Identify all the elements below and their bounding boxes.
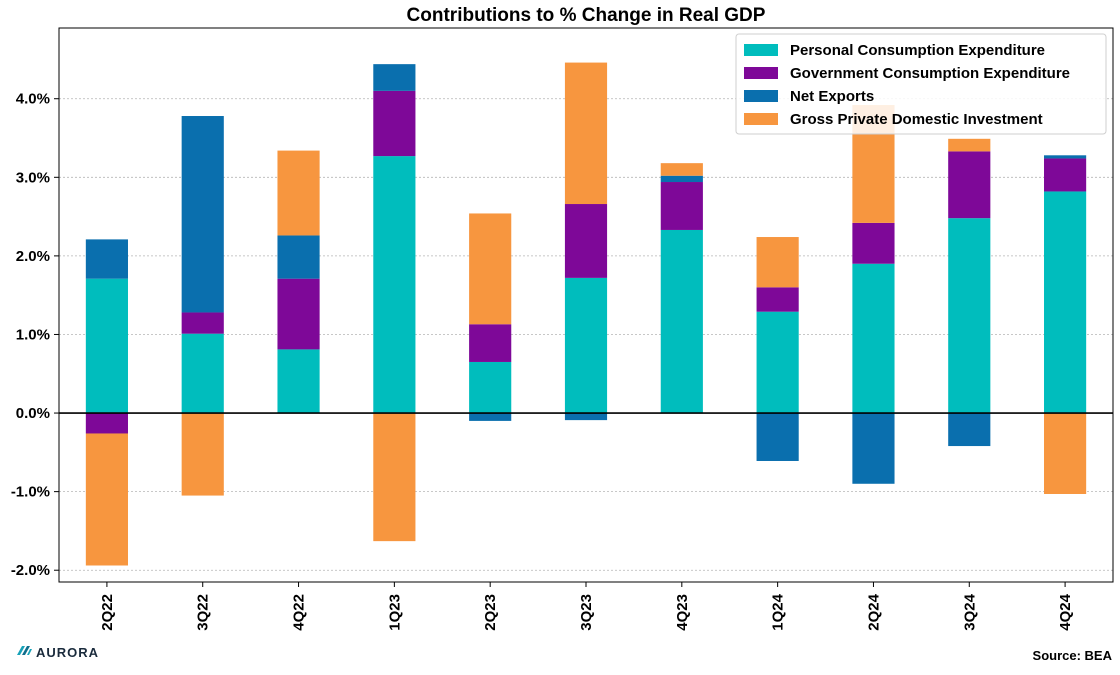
y-tick-label: 2.0%	[16, 248, 50, 265]
bar-personal-consumption-expenditure-4q22	[277, 349, 320, 414]
bar-gross-private-domestic-investment-2q22	[85, 433, 128, 566]
bar-net-exports-3q24	[948, 413, 991, 447]
bars	[85, 62, 1087, 566]
bar-gross-private-domestic-investment-2q23	[469, 213, 512, 325]
bar-net-exports-4q22	[277, 235, 320, 279]
bar-gross-private-domestic-investment-4q24	[1044, 413, 1087, 494]
x-tick-label: 3Q22	[195, 594, 212, 631]
legend-label-net-exports: Net Exports	[790, 88, 874, 105]
bar-personal-consumption-expenditure-1q23	[373, 156, 416, 414]
x-tick-label: 2Q23	[482, 594, 499, 631]
bar-gross-private-domestic-investment-4q23	[660, 163, 703, 176]
bar-gross-private-domestic-investment-3q23	[564, 62, 608, 205]
bar-gross-private-domestic-investment-4q22	[277, 150, 320, 236]
x-tick-label: 1Q23	[386, 594, 403, 631]
legend: Personal Consumption Expenditure Governme…	[735, 33, 1107, 135]
bar-personal-consumption-expenditure-3q22	[181, 333, 224, 414]
bar-personal-consumption-expenditure-3q23	[564, 277, 608, 414]
bar-government-consumption-expenditure-3q23	[564, 204, 608, 278]
bar-government-consumption-expenditure-2q23	[469, 324, 512, 362]
aurora-logo-text: AURORA	[36, 645, 99, 660]
x-tick-label: 4Q22	[291, 594, 308, 631]
bar-gross-private-domestic-investment-1q24	[756, 237, 799, 288]
x-tick-label: 2Q22	[99, 594, 116, 631]
y-tick-label: -1.0%	[11, 484, 50, 501]
bar-government-consumption-expenditure-1q24	[756, 287, 799, 312]
y-tick-label: 1.0%	[16, 326, 50, 343]
chart-title: Contributions to % Change in Real GDP	[407, 5, 766, 26]
x-tick-label: 3Q23	[578, 594, 595, 631]
legend-label-gross-private-domestic-investment: Gross Private Domestic Investment	[790, 111, 1043, 128]
bar-government-consumption-expenditure-4q22	[277, 278, 320, 350]
bar-government-consumption-expenditure-2q22	[85, 413, 128, 434]
bar-personal-consumption-expenditure-1q24	[756, 311, 799, 414]
y-tick-label: -2.0%	[11, 562, 50, 579]
bar-net-exports-3q22	[181, 116, 224, 313]
x-axis: 2Q22 3Q22 4Q22 1Q23 2Q23 3Q23 4Q23 1Q24 2Q24 3Q24…	[99, 582, 1074, 631]
bar-personal-consumption-expenditure-2q22	[85, 278, 128, 414]
bar-personal-consumption-expenditure-4q23	[660, 229, 703, 414]
bar-government-consumption-expenditure-4q23	[660, 182, 703, 230]
bar-government-consumption-expenditure-3q24	[948, 151, 991, 219]
bar-net-exports-4q24	[1044, 155, 1087, 159]
y-tick-label: 3.0%	[16, 169, 50, 186]
legend-label-government-consumption-expenditure: Government Consumption Expenditure	[790, 65, 1070, 82]
x-tick-label: 3Q24	[961, 593, 978, 630]
bar-net-exports-3q23	[564, 413, 608, 421]
bar-personal-consumption-expenditure-3q24	[948, 218, 991, 414]
aurora-logo-icon	[17, 646, 32, 655]
bar-government-consumption-expenditure-3q22	[181, 312, 224, 334]
bar-personal-consumption-expenditure-4q24	[1044, 191, 1087, 414]
legend-swatch-government-consumption-expenditure	[744, 67, 778, 79]
aurora-logo: AURORA	[17, 645, 99, 660]
legend-swatch-gross-private-domestic-investment	[744, 113, 778, 125]
bar-net-exports-4q23	[660, 175, 703, 183]
bar-gross-private-domestic-investment-3q22	[181, 413, 224, 496]
bar-gross-private-domestic-investment-1q23	[373, 413, 416, 542]
y-axis: -2.0% -1.0% 0.0% 1.0% 2.0% 3.0% 4.0%	[11, 91, 59, 579]
x-tick-label: 4Q24	[1057, 593, 1074, 630]
legend-label-personal-consumption-expenditure: Personal Consumption Expenditure	[790, 42, 1045, 59]
legend-box	[735, 33, 1107, 135]
bar-gross-private-domestic-investment-3q24	[948, 138, 991, 152]
bar-net-exports-2q23	[469, 413, 512, 421]
bar-government-consumption-expenditure-2q24	[852, 222, 895, 264]
bar-personal-consumption-expenditure-2q24	[852, 263, 895, 414]
legend-swatch-personal-consumption-expenditure	[744, 44, 778, 56]
x-tick-label: 2Q24	[865, 593, 882, 630]
bar-net-exports-1q23	[373, 64, 416, 91]
source-note: Source: BEA	[1033, 648, 1113, 663]
bar-government-consumption-expenditure-4q24	[1044, 158, 1087, 192]
bar-net-exports-1q24	[756, 413, 799, 461]
y-tick-label: 4.0%	[16, 91, 50, 108]
x-tick-label: 4Q23	[674, 594, 691, 631]
legend-swatch-net-exports	[744, 90, 778, 102]
y-tick-label: 0.0%	[16, 405, 50, 422]
x-tick-label: 1Q24	[770, 593, 787, 630]
bar-government-consumption-expenditure-1q23	[373, 90, 416, 157]
bar-net-exports-2q24	[852, 413, 895, 484]
bar-net-exports-2q22	[85, 239, 128, 279]
bar-personal-consumption-expenditure-2q23	[469, 361, 512, 414]
